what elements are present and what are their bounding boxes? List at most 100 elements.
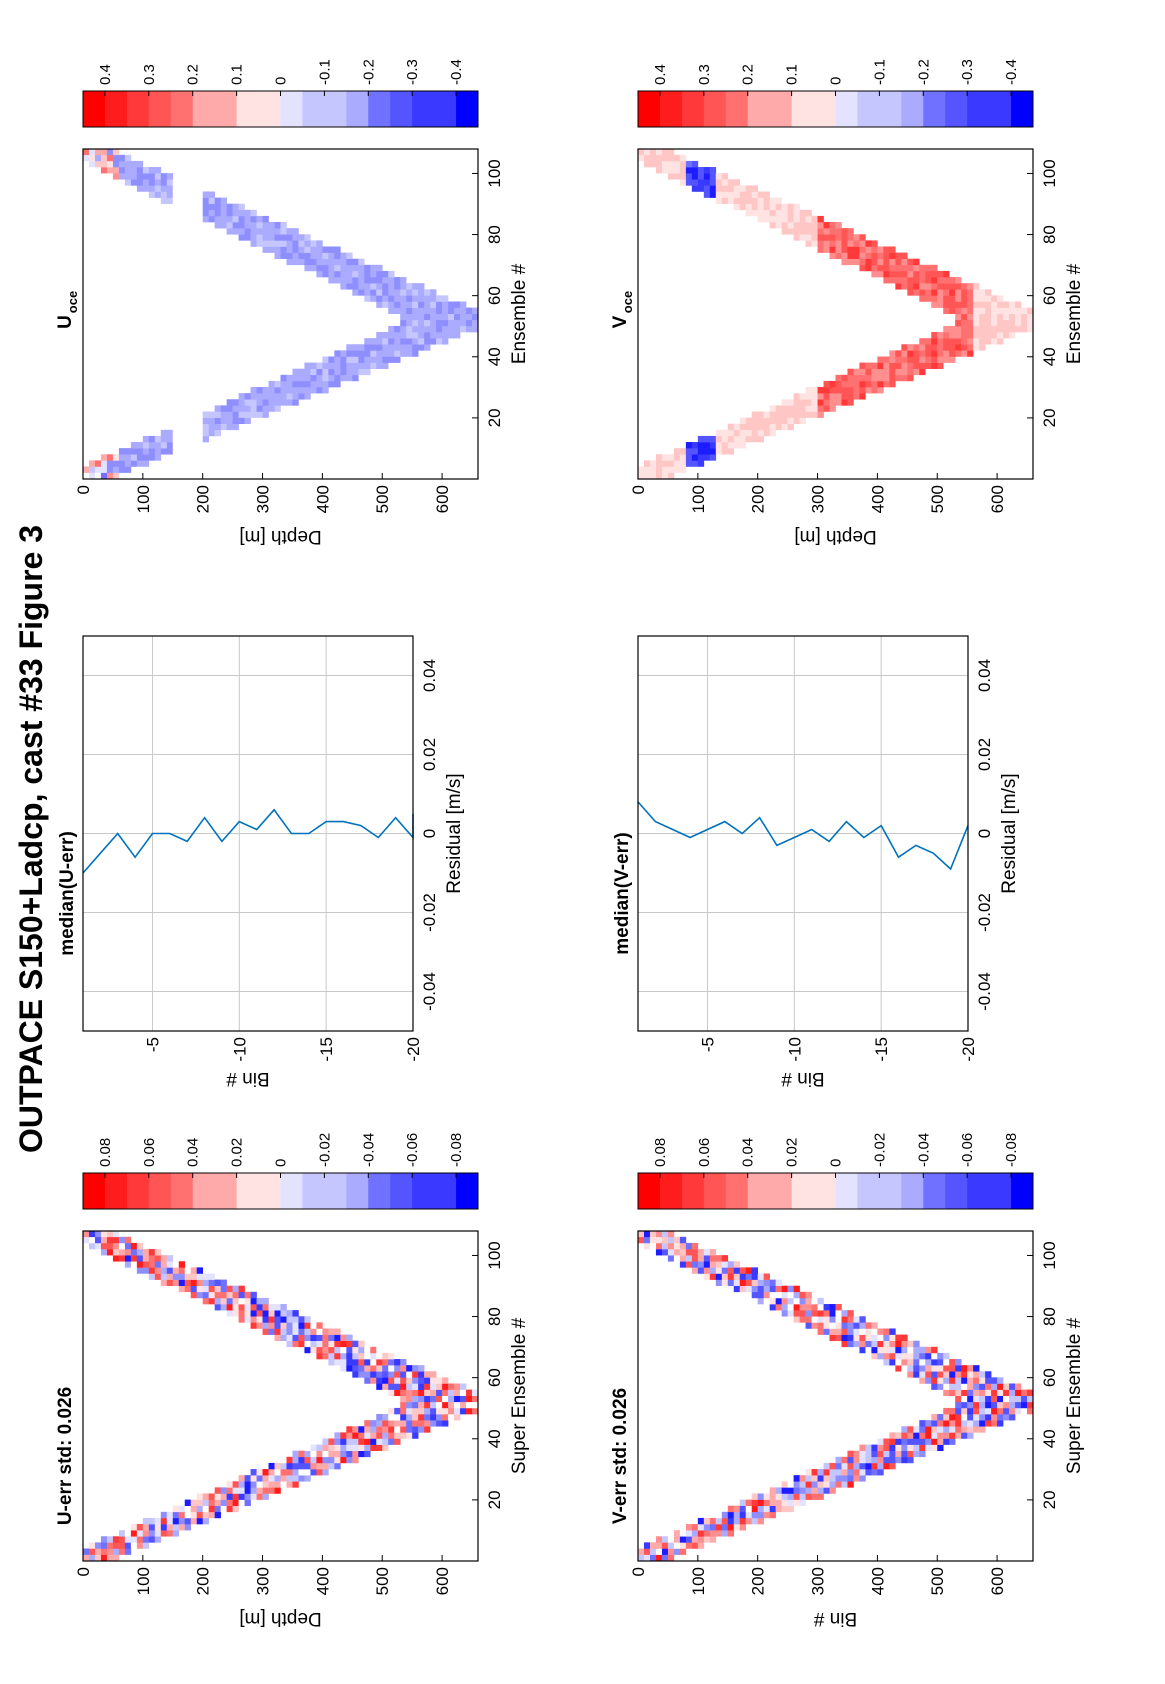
heatmap-cell xyxy=(274,1475,281,1482)
heatmap-cell xyxy=(751,1505,758,1513)
heatmap-cell xyxy=(973,1365,980,1372)
heatmap-cell xyxy=(907,356,914,363)
heatmap-cell xyxy=(835,380,842,388)
heatmap-cell xyxy=(655,460,663,467)
heatmap-cell xyxy=(100,460,108,467)
heatmap-cell xyxy=(418,1377,425,1384)
heatmap-cell xyxy=(424,1407,431,1415)
heatmap-cell xyxy=(166,1267,174,1274)
x-tick-label: 20 xyxy=(1040,408,1059,427)
heatmap-cell xyxy=(727,442,735,449)
heatmap-cell xyxy=(745,1273,753,1280)
heatmap-cell xyxy=(841,1481,848,1488)
heatmap-cell xyxy=(889,374,896,382)
heatmap-cell xyxy=(454,1395,461,1403)
heatmap-cell xyxy=(805,1291,812,1299)
heatmap-cell xyxy=(841,1322,848,1329)
heatmap-cell xyxy=(799,222,806,229)
heatmap-cell xyxy=(460,301,467,308)
heatmap-cell xyxy=(967,350,974,357)
heatmap-cell xyxy=(955,325,962,333)
heatmap-cell xyxy=(148,1249,156,1256)
heatmap-cell xyxy=(184,203,192,211)
heatmap-cell xyxy=(901,1340,908,1348)
heatmap-cell xyxy=(424,319,431,327)
heatmap-cell xyxy=(340,368,347,376)
heatmap-cell xyxy=(979,325,986,333)
colorbar-step xyxy=(703,91,727,127)
heatmap-cell xyxy=(769,1487,776,1494)
heatmap-cell xyxy=(811,222,818,229)
figure-title: OUTPACE S150+Ladcp, cast #33 Figure 3 xyxy=(13,525,49,1153)
heatmap-cell xyxy=(847,399,854,406)
heatmap-cell xyxy=(316,1352,323,1360)
heatmap-cell xyxy=(691,454,699,461)
heatmap-cell xyxy=(364,1444,371,1451)
heatmap-cell xyxy=(190,1273,198,1280)
heatmap-cell xyxy=(424,1414,431,1421)
heatmap-cell xyxy=(901,1456,908,1464)
heatmap-cell xyxy=(967,283,974,290)
heatmap-cell xyxy=(190,1279,198,1286)
heatmap-cell xyxy=(154,1524,162,1531)
heatmap-cell xyxy=(394,1414,401,1421)
heatmap-cell xyxy=(370,289,377,296)
heatmap-cell xyxy=(811,393,818,400)
heatmap-cell xyxy=(166,197,174,204)
heatmap-cell xyxy=(124,1261,132,1268)
heatmap-cell xyxy=(649,1554,657,1561)
heatmap-cell xyxy=(394,1377,401,1384)
heatmap-cell xyxy=(943,295,950,302)
heatmap-cell xyxy=(244,1310,251,1317)
heatmap-cell xyxy=(763,1273,770,1280)
heatmap-cell xyxy=(436,1389,443,1396)
heatmap-cell xyxy=(244,1291,251,1299)
heatmap-cell xyxy=(280,240,287,247)
heatmap-cell xyxy=(166,173,174,180)
heatmap-cell xyxy=(430,1401,437,1409)
heatmap-cell xyxy=(166,1511,174,1519)
heatmap-cell xyxy=(643,466,651,473)
heatmap-cell xyxy=(835,1334,842,1341)
heatmap-cell xyxy=(733,191,741,198)
heatmap-cell xyxy=(859,246,866,253)
heatmap-cell xyxy=(829,1304,836,1311)
heatmap-cell xyxy=(136,1249,144,1256)
heatmap-cell xyxy=(244,393,251,400)
heatmap-cell xyxy=(847,1310,854,1317)
heatmap-cell xyxy=(1003,1407,1010,1415)
heatmap-cell xyxy=(382,301,389,308)
heatmap-cell xyxy=(334,264,341,272)
heatmap-cell xyxy=(202,209,209,217)
heatmap-cell xyxy=(322,374,329,382)
heatmap-cell xyxy=(184,191,192,198)
heatmap-cell xyxy=(244,1316,251,1323)
heatmap-cell xyxy=(931,295,938,302)
y-tick-label: 200 xyxy=(194,1567,213,1595)
heatmap-cell xyxy=(925,338,932,345)
heatmap-cell xyxy=(388,1414,395,1421)
heatmap-cell xyxy=(913,350,920,357)
heatmap-cell xyxy=(823,240,830,247)
colorbar-step xyxy=(104,1173,128,1209)
heatmap-cell xyxy=(787,1481,794,1488)
heatmap-cell xyxy=(298,1316,305,1323)
heatmap-cell xyxy=(805,1297,812,1305)
heatmap-cell xyxy=(751,1511,758,1519)
heatmap-cell xyxy=(430,313,437,321)
heatmap-cell xyxy=(286,1316,293,1323)
heatmap-cell xyxy=(919,362,926,369)
heatmap-cell xyxy=(847,1469,854,1476)
heatmap-cell xyxy=(436,325,443,333)
heatmap-cell xyxy=(286,246,293,253)
heatmap-cell xyxy=(346,1365,353,1372)
heatmap-cell xyxy=(370,350,377,357)
heatmap-cell xyxy=(883,277,890,284)
heatmap-cell xyxy=(835,393,842,400)
heatmap-cell xyxy=(94,148,102,156)
heatmap-cell xyxy=(727,185,735,192)
heatmap-cell xyxy=(244,405,251,412)
heatmap-cell xyxy=(787,1487,794,1494)
heatmap-cell xyxy=(745,1517,753,1525)
